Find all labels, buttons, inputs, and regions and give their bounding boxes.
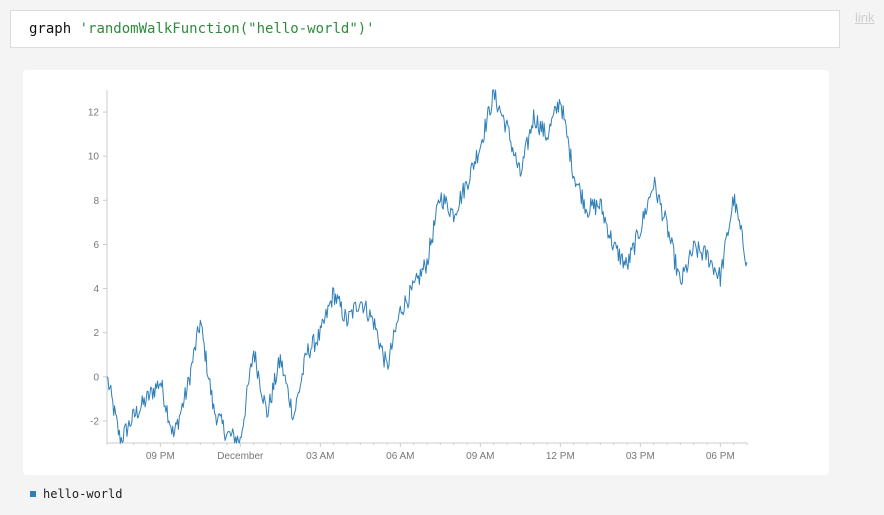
series-line-hello-world — [106, 89, 748, 444]
y-tick-label: 8 — [93, 196, 99, 207]
y-tick-label: 0 — [93, 372, 99, 383]
x-tick-label: December — [217, 451, 264, 462]
x-tick-label: 06 AM — [386, 451, 414, 462]
query-input[interactable]: graph 'randomWalkFunction("hello-world")… — [10, 10, 840, 48]
x-tick-label: 12 PM — [546, 451, 575, 462]
y-tick-label: 2 — [93, 328, 99, 339]
y-tick-label: 10 — [88, 152, 100, 163]
x-tick-label: 03 PM — [626, 451, 655, 462]
legend-label-hello-world: hello-world — [43, 487, 123, 501]
y-tick-label: 6 — [93, 240, 99, 251]
chart-legend: hello-world — [30, 487, 122, 501]
x-tick-label: 09 AM — [466, 451, 494, 462]
query-argument: 'randomWalkFunction("hello-world")' — [79, 21, 375, 37]
legend-swatch-hello-world — [30, 491, 36, 497]
query-keyword: graph — [29, 21, 72, 37]
y-tick-label: 4 — [93, 284, 99, 295]
line-chart: -2 0 2 4 6 8 10 12 09 PM December 03 AM 06 AM 09 AM 1… — [88, 89, 748, 462]
y-tick-label: -2 — [90, 416, 99, 427]
y-tick-label: 12 — [88, 108, 100, 119]
x-tick-label: 03 AM — [306, 451, 334, 462]
x-tick-label: 06 PM — [706, 451, 735, 462]
x-tick-label: 09 PM — [146, 451, 175, 462]
chart-card: -2 0 2 4 6 8 10 12 09 PM December 03 AM 06 AM 09 AM 1… — [23, 70, 829, 475]
permalink-link[interactable]: link — [855, 10, 875, 25]
